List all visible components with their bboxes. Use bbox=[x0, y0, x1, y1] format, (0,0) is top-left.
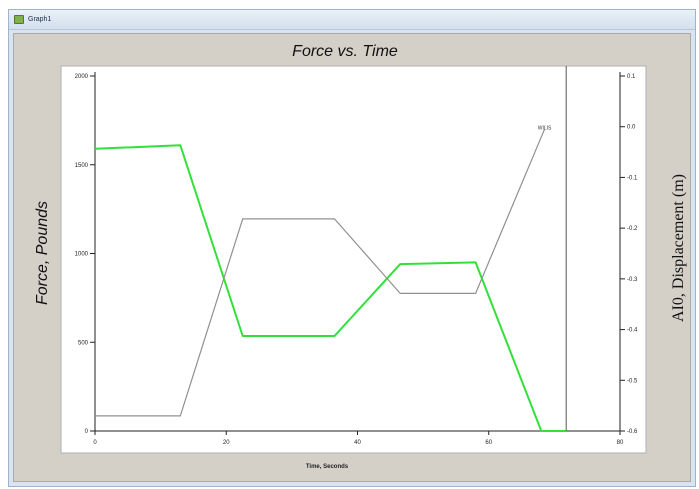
x-tick-label: 20 bbox=[223, 440, 230, 446]
y-tick-label: 1000 bbox=[75, 252, 89, 258]
x-tick-label: 60 bbox=[485, 440, 492, 446]
y2-axis-label: AI0, Displacement (m) bbox=[670, 174, 687, 322]
y2-tick-label: -0.1 bbox=[627, 175, 638, 181]
y-tick-label: 0 bbox=[85, 429, 89, 435]
x-tick-label: 0 bbox=[93, 440, 97, 446]
plot-panel bbox=[60, 65, 647, 454]
green-force-series-line bbox=[94, 144, 567, 432]
window-titlebar[interactable]: Graph1 bbox=[9, 10, 695, 30]
x-tick-label: 40 bbox=[354, 440, 361, 446]
gray-force-series-line bbox=[95, 129, 546, 417]
y-axis-label: Force, Pounds bbox=[34, 201, 51, 305]
y2-tick-label: 0.0 bbox=[627, 125, 636, 131]
x-tick-label: 80 bbox=[617, 440, 624, 446]
y2-tick-label: -0.6 bbox=[627, 429, 638, 435]
window-title: Graph1 bbox=[28, 16, 52, 23]
y2-tick-label: -0.5 bbox=[627, 378, 638, 384]
chart-title: Force vs. Time bbox=[292, 43, 398, 60]
y2-tick-label: -0.2 bbox=[627, 226, 638, 232]
x-axis-label: Time, Seconds bbox=[306, 464, 349, 470]
app-icon bbox=[14, 15, 24, 24]
y-tick-label: 2000 bbox=[75, 74, 89, 80]
y2-tick-label: -0.3 bbox=[627, 277, 638, 283]
y-tick-label: 1500 bbox=[75, 163, 89, 169]
y-tick-label: 500 bbox=[78, 340, 89, 346]
y2-tick-label: 0.1 bbox=[627, 74, 636, 80]
y2-tick-label: -0.4 bbox=[627, 328, 638, 334]
series-annotation: WILIS bbox=[538, 125, 552, 131]
